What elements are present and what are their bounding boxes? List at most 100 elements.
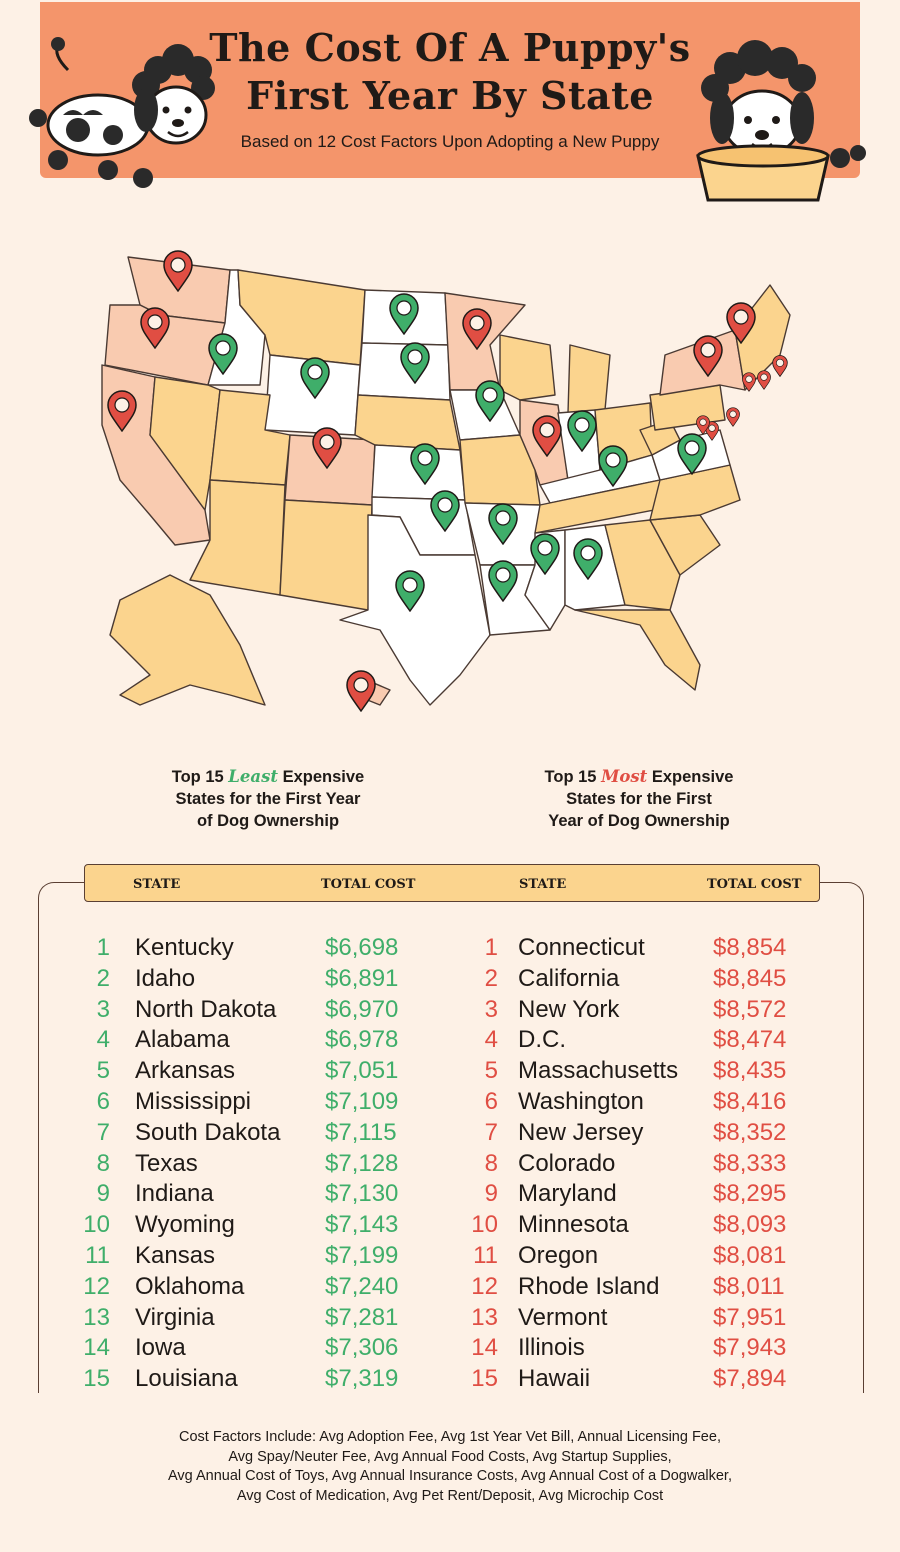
rank-number: 14 <box>471 1334 498 1361</box>
rank-number: 8 <box>484 1150 498 1177</box>
state-name: Connecticut <box>518 934 645 961</box>
state-name: California <box>518 965 620 992</box>
total-cost: $8,572 <box>713 996 787 1023</box>
rank-number: 9 <box>484 1180 498 1207</box>
total-cost: $7,051 <box>325 1057 399 1084</box>
state-name: Minnesota <box>518 1211 629 1238</box>
state-name: Maryland <box>518 1180 617 1207</box>
table-row: 14 Illinois $7,943 <box>0 1332 900 1363</box>
total-cost: $8,333 <box>713 1150 787 1177</box>
table-row: 10 Minnesota $8,093 <box>0 1209 900 1240</box>
total-cost: $6,970 <box>325 996 399 1023</box>
rank-number: 13 <box>471 1304 498 1331</box>
state-name: Kansas <box>135 1242 216 1269</box>
rank-number: 3 <box>484 996 498 1023</box>
total-cost: $8,081 <box>713 1242 787 1269</box>
poodle-left-illustration <box>29 37 215 188</box>
table-row: 15 Louisiana $7,319 <box>0 1363 900 1394</box>
state-name: Vermont <box>518 1304 608 1331</box>
rank-number: 6 <box>96 1088 110 1115</box>
state-wisconsin <box>499 334 556 401</box>
table-row: 3 North Dakota $6,970 <box>0 994 900 1025</box>
state-name: Alabama <box>135 1026 230 1053</box>
state-nebraska <box>354 394 461 451</box>
total-cost: $8,093 <box>713 1211 787 1238</box>
pin-rhode-island <box>757 370 771 390</box>
table-row: 5 Arkansas $7,051 <box>0 1055 900 1086</box>
least-expensive-caption: Top 15 Least Expensive States for the Fi… <box>171 767 365 830</box>
state-new-mexico <box>279 499 373 611</box>
total-cost: $6,978 <box>325 1026 399 1053</box>
total-cost: $8,474 <box>713 1026 787 1053</box>
most-cost-header: TOTAL COST <box>707 877 802 892</box>
rank-number: 11 <box>85 1242 110 1269</box>
ranking-table-header: STATE TOTAL COST STATE TOTAL COST <box>84 864 820 902</box>
rank-number: 10 <box>83 1211 110 1238</box>
page-title: The Cost Of A Puppy's First Year By Stat… <box>0 24 900 120</box>
poodle-right-illustration <box>696 40 866 202</box>
total-cost: $8,845 <box>713 965 787 992</box>
state-name: Illinois <box>518 1334 585 1361</box>
rank-number: 14 <box>83 1334 110 1361</box>
rank-number: 13 <box>83 1304 110 1331</box>
state-missouri <box>459 434 541 506</box>
rank-number: 6 <box>484 1088 498 1115</box>
rank-number: 5 <box>484 1057 498 1084</box>
total-cost: $6,891 <box>325 965 399 992</box>
least-state-header: STATE <box>133 877 181 892</box>
total-cost: $7,306 <box>325 1334 399 1361</box>
state-name: Wyoming <box>135 1211 235 1238</box>
rank-number: 4 <box>96 1026 110 1053</box>
total-cost: $7,281 <box>325 1304 399 1331</box>
total-cost: $7,109 <box>325 1088 399 1115</box>
rank-number: 3 <box>96 996 110 1023</box>
table-row: 6 Washington $8,416 <box>0 1086 900 1117</box>
table-row: 12 Rhode Island $8,011 <box>0 1271 900 1302</box>
table-row: 12 Oklahoma $7,240 <box>0 1271 900 1302</box>
total-cost: $7,943 <box>713 1334 787 1361</box>
cost-factors-note: Cost Factors Include: Avg Adoption Fee, … <box>168 1429 732 1504</box>
total-cost: $7,143 <box>325 1211 399 1238</box>
state-name: Kentucky <box>135 934 234 961</box>
table-row: 4 Alabama $6,978 <box>0 1024 900 1055</box>
total-cost: $8,352 <box>713 1119 787 1146</box>
state-name: Indiana <box>135 1180 214 1207</box>
page-subtitle: Based on 12 Cost Factors Upon Adopting a… <box>240 132 660 151</box>
most-expensive-caption: Top 15 Most Expensive States for the Fir… <box>544 767 734 830</box>
table-row: 14 Iowa $7,306 <box>0 1332 900 1363</box>
table-row: 15 Hawaii $7,894 <box>0 1363 900 1394</box>
table-row: 7 New Jersey $8,352 <box>0 1117 900 1148</box>
table-row: 13 Virginia $7,281 <box>0 1302 900 1333</box>
total-cost: $7,130 <box>325 1180 399 1207</box>
state-name: Virginia <box>135 1304 215 1331</box>
table-row: 13 Vermont $7,951 <box>0 1302 900 1333</box>
rank-number: 10 <box>471 1211 498 1238</box>
total-cost: $7,951 <box>713 1304 787 1331</box>
total-cost: $6,698 <box>325 934 399 961</box>
state-name: Washington <box>518 1088 644 1115</box>
state-name: Iowa <box>135 1334 186 1361</box>
state-name: Rhode Island <box>518 1273 660 1300</box>
rank-number: 2 <box>484 965 498 992</box>
state-georgia <box>604 519 681 611</box>
rank-number: 12 <box>471 1273 498 1300</box>
pin-hawaii <box>346 670 376 712</box>
title-line-2: First Year By State <box>246 73 654 118</box>
least-cost-header: TOTAL COST <box>321 877 416 892</box>
table-row: 4 D.C. $8,474 <box>0 1024 900 1055</box>
state-name: Idaho <box>135 965 196 992</box>
pin-massachusetts <box>772 355 788 377</box>
state-new-england <box>734 284 791 391</box>
total-cost: $7,115 <box>325 1119 397 1146</box>
total-cost: $7,240 <box>325 1273 399 1300</box>
table-row: 11 Oregon $8,081 <box>0 1240 900 1271</box>
table-row: 11 Kansas $7,199 <box>0 1240 900 1271</box>
state-name: Mississippi <box>135 1088 252 1115</box>
total-cost: $7,199 <box>325 1242 399 1269</box>
state-name: D.C. <box>518 1026 566 1053</box>
table-row: 2 Idaho $6,891 <box>0 963 900 994</box>
state-texas <box>339 514 491 706</box>
state-name: New York <box>518 996 620 1023</box>
total-cost: $7,894 <box>713 1365 787 1392</box>
total-cost: $8,295 <box>713 1180 787 1207</box>
